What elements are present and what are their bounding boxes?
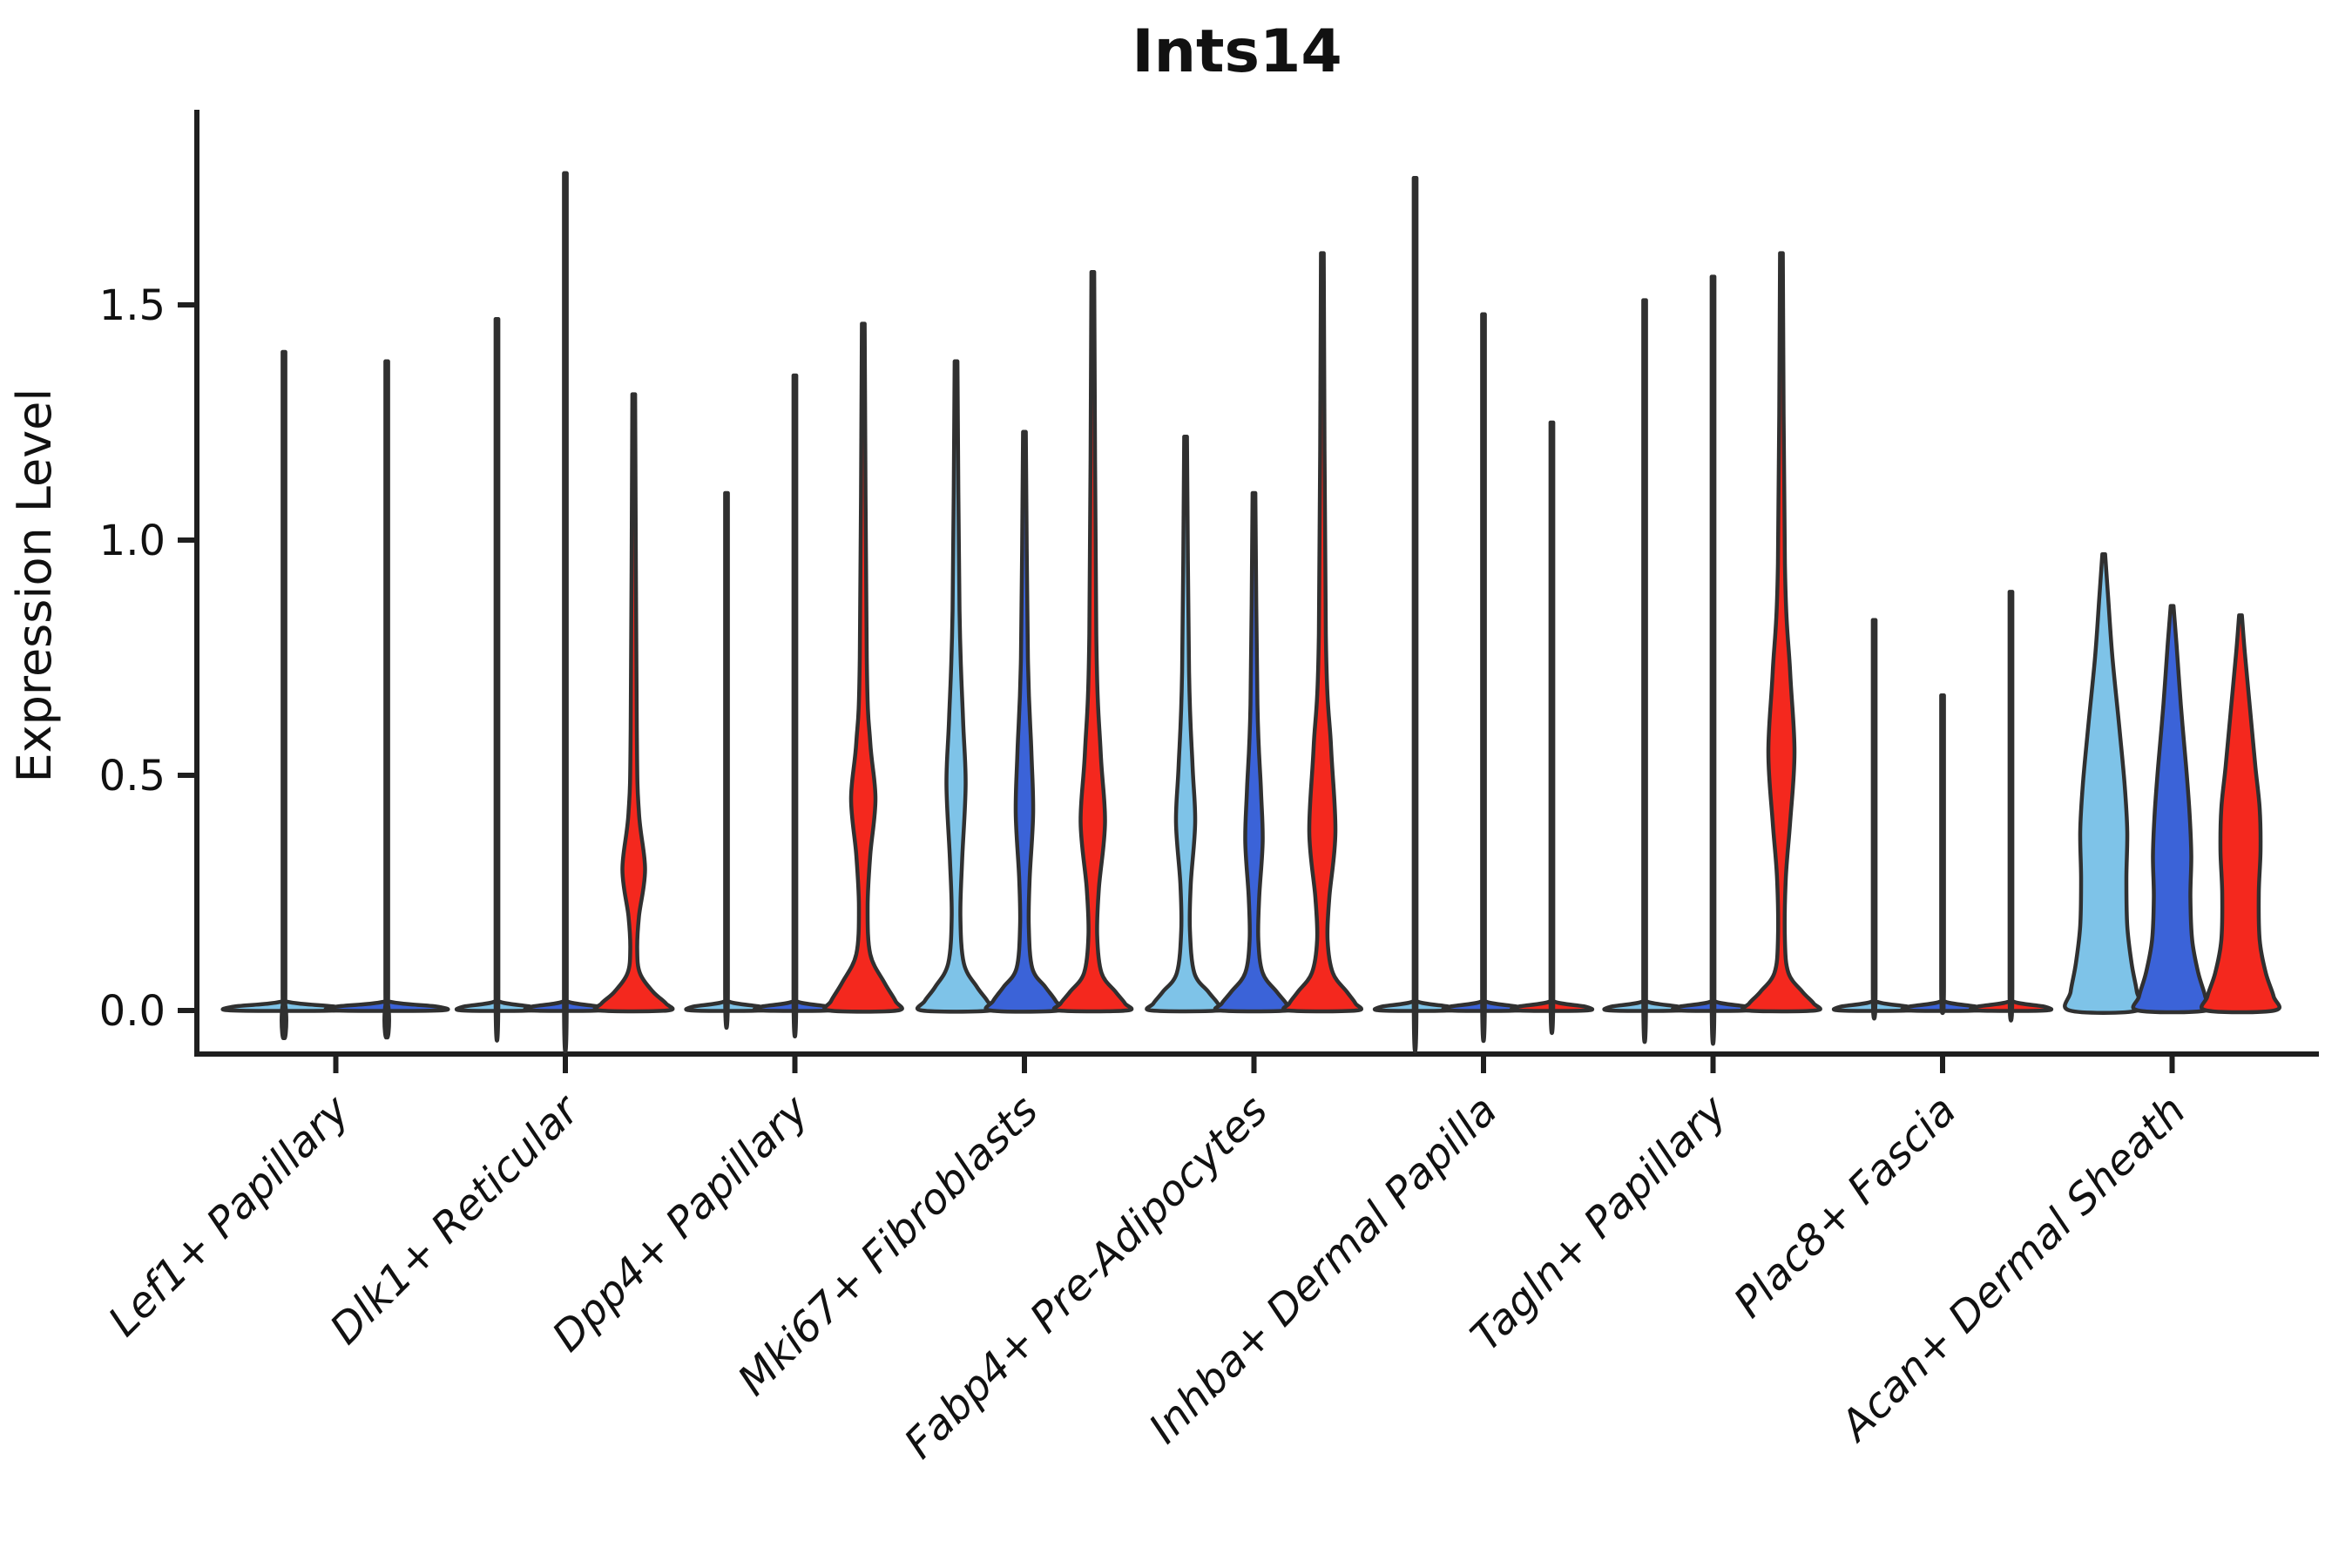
violin-8-series-1: [2131, 604, 2213, 1015]
violin-1-series-0: [454, 316, 540, 1043]
violin-8-series-2: [2200, 613, 2281, 1015]
violin-4-series-2: [1281, 251, 1364, 1014]
violin-3-series-1: [983, 429, 1065, 1014]
y-tick-label-0.5: 0.5: [99, 752, 166, 801]
violin-5-series-0: [1372, 175, 1458, 1053]
y-tick-label-0.0: 0.0: [99, 987, 166, 1036]
violin-6-series-2: [1740, 251, 1822, 1014]
violin-7-series-1: [1900, 693, 1985, 1016]
chart-title: Ints14: [1132, 17, 1342, 86]
y-tick-label-1.0: 1.0: [99, 517, 166, 565]
violin-3-series-2: [1051, 269, 1134, 1014]
violin-5-series-2: [1509, 420, 1595, 1035]
violin-0-series-1: [323, 359, 450, 1040]
violin-2-series-1: [752, 373, 838, 1038]
violin-6-series-1: [1670, 274, 1756, 1046]
y-axis-tick-labels: 0.0 0.5 1.0 1.5: [99, 281, 166, 1036]
violin-2-series-2: [822, 321, 904, 1014]
violin-4-series-1: [1213, 490, 1295, 1014]
violin-5-series-1: [1441, 312, 1526, 1044]
violin-0-series-0: [220, 349, 348, 1040]
violins-layer: [220, 171, 2281, 1054]
x-axis-ticks: [333, 1054, 2175, 1073]
violin-8-series-0: [2063, 551, 2145, 1015]
violin-1-series-2: [592, 392, 675, 1014]
violin-7-series-2: [1968, 590, 2054, 1023]
violin-7-series-0: [1831, 618, 1917, 1021]
violin-6-series-0: [1602, 298, 1687, 1044]
violin-3-series-0: [916, 359, 997, 1014]
violin-4-series-0: [1145, 434, 1227, 1014]
violin-1-series-1: [523, 171, 608, 1054]
y-axis-label: Expression Level: [7, 389, 62, 783]
y-axis-ticks: [178, 302, 197, 1013]
violin-2-series-0: [684, 490, 769, 1031]
y-tick-label-1.5: 1.5: [99, 281, 166, 330]
